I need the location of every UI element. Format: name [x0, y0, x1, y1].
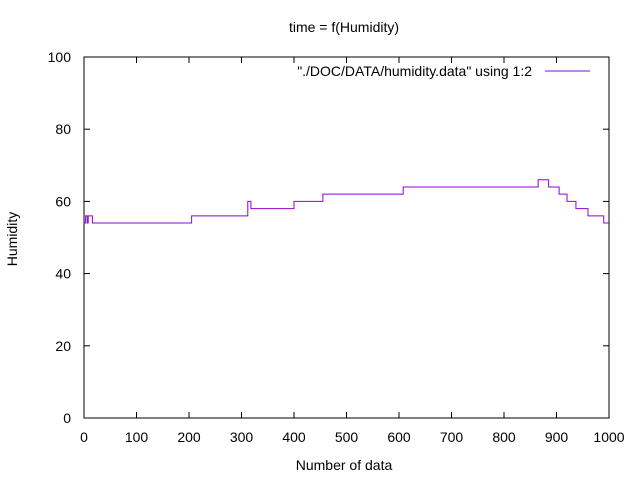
x-tick-label: 200 — [177, 429, 201, 445]
legend-label: "./DOC/DATA/humidity.data" using 1:2 — [297, 63, 532, 79]
x-tick-label: 0 — [80, 429, 88, 445]
y-axis-label: Humidity — [4, 212, 20, 266]
x-axis: 0 100 200 300 400 500 600 700 800 900 1000 — [80, 57, 625, 445]
plot-frame — [83, 56, 610, 419]
x-tick-label: 900 — [545, 429, 569, 445]
y-tick-label: 40 — [55, 266, 71, 282]
x-tick-label: 600 — [387, 429, 411, 445]
y-tick-label: 80 — [55, 121, 71, 137]
y-tick-label: 0 — [63, 410, 71, 426]
series-line-humidity — [84, 179, 609, 224]
x-tick-label: 100 — [125, 429, 149, 445]
y-tick-label: 60 — [55, 193, 71, 209]
x-tick-label: 400 — [282, 429, 306, 445]
x-tick-label: 300 — [230, 429, 254, 445]
x-tick-label: 700 — [440, 429, 464, 445]
y-tick-label: 20 — [55, 338, 71, 354]
plot-border — [83, 56, 610, 419]
x-axis-label: Number of data — [296, 457, 393, 473]
chart-title: time = f(Humidity) — [289, 19, 399, 35]
y-axis: 0 20 40 60 80 100 — [48, 49, 609, 426]
y-tick-label: 100 — [48, 49, 72, 65]
x-tick-label: 800 — [492, 429, 516, 445]
x-tick-label: 500 — [335, 429, 359, 445]
x-tick-label: 1000 — [593, 429, 624, 445]
